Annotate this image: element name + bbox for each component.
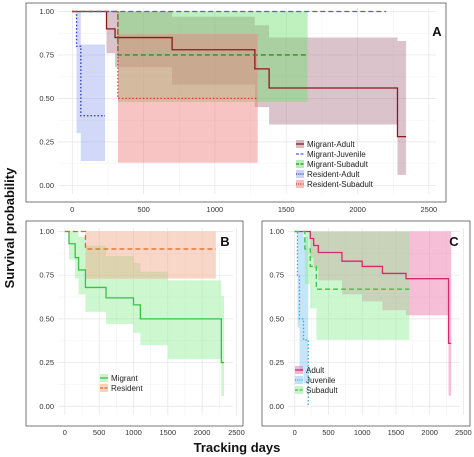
x-tick-label: 2500 xyxy=(455,428,472,437)
y-tick-label: 0.00 xyxy=(39,181,54,190)
panel-frame xyxy=(25,2,447,203)
y-tick-label: 0.50 xyxy=(269,314,284,323)
ci-band-juvenile xyxy=(294,231,309,384)
survival-line-migrant-adult xyxy=(72,10,407,138)
legend-label: Resident-Subadult xyxy=(307,180,374,189)
survival-line-juvenile xyxy=(294,230,309,407)
ci-band-adult xyxy=(294,231,452,396)
x-tick-label: 2000 xyxy=(194,428,211,437)
legend-key-box xyxy=(296,180,304,188)
legend-label: Migrant xyxy=(111,374,138,383)
ci-band-resident xyxy=(64,231,216,279)
y-tick-label: 1.00 xyxy=(39,227,54,236)
survival-line-migrant-subadult xyxy=(72,10,308,56)
legend-label: Juvenile xyxy=(306,376,336,385)
panel-frame xyxy=(25,220,244,427)
panel-C: 0 500 1000 1500 2000 2500 0.00 0.25 0.50 0.75 1.00… xyxy=(261,220,472,437)
survival-line-resident xyxy=(64,230,216,250)
y-tick-label: 0.75 xyxy=(269,271,284,280)
x-tick-label: 1000 xyxy=(354,428,371,437)
x-tick-label: 500 xyxy=(322,428,335,437)
y-tick-label: 0.75 xyxy=(39,271,54,280)
x-axis-title: Tracking days xyxy=(194,440,281,455)
x-tick-label: 500 xyxy=(137,205,150,214)
legend-label: Resident-Adult xyxy=(307,170,360,179)
legend-label: Resident xyxy=(111,384,143,393)
y-tick-label: 0.25 xyxy=(39,137,54,146)
y-tick-label: 0.00 xyxy=(269,402,284,411)
survival-line-subadult xyxy=(294,230,410,290)
legend-label: Migrant-Adult xyxy=(307,140,355,149)
legend-key-box xyxy=(296,160,304,168)
survival-line-migrant xyxy=(64,230,225,364)
panel-B: 0 500 1000 1500 2000 2500 0.00 0.25 0.50 0.75 1.00… xyxy=(25,220,245,437)
panel-letter: A xyxy=(432,24,442,39)
y-tick-label: 1.00 xyxy=(39,7,54,16)
legend-key-box xyxy=(295,386,303,394)
x-tick-label: 500 xyxy=(93,428,106,437)
x-tick-label: 1000 xyxy=(125,428,142,437)
x-tick-label: 1500 xyxy=(388,428,405,437)
panel-letter: B xyxy=(220,234,229,249)
y-tick-label: 1.00 xyxy=(269,227,284,236)
panel-letter: C xyxy=(449,234,459,249)
legend-label: Subadult xyxy=(306,386,338,395)
legend-label: Migrant-Juvenile xyxy=(307,150,366,159)
ci-band-migrant-subadult xyxy=(72,11,308,102)
legend-key-box xyxy=(296,170,304,178)
legend-key-box xyxy=(100,384,108,392)
y-tick-label: 0.50 xyxy=(39,314,54,323)
y-tick-label: 0.75 xyxy=(39,50,54,59)
y-tick-label: 0.25 xyxy=(269,358,284,367)
x-tick-label: 1000 xyxy=(207,205,224,214)
survival-line-adult xyxy=(294,230,452,344)
legend-label: Adult xyxy=(306,366,325,375)
x-tick-label: 0 xyxy=(70,205,74,214)
x-tick-label: 0 xyxy=(293,428,297,437)
x-tick-label: 0 xyxy=(63,428,67,437)
y-tick-label: 0.25 xyxy=(39,358,54,367)
y-tick-label: 0.50 xyxy=(39,94,54,103)
x-tick-label: 2000 xyxy=(349,205,366,214)
legend: Migrant-AdultMigrant-JuvenileMigrant-Sub… xyxy=(296,140,374,189)
x-tick-label: 2000 xyxy=(421,428,438,437)
ci-band-subadult xyxy=(294,231,410,340)
x-tick-label: 2500 xyxy=(421,205,438,214)
x-tick-label: 1500 xyxy=(278,205,295,214)
x-tick-label: 1500 xyxy=(159,428,176,437)
x-tick-label: 2500 xyxy=(228,428,245,437)
legend-label: Migrant-Subadult xyxy=(307,160,369,169)
ci-band-migrant xyxy=(64,231,225,396)
legend-key-box xyxy=(295,376,303,384)
panel-A: 0 500 1000 1500 2000 2500 0.00 0.25 0.50 0.75 1.00… xyxy=(25,2,447,214)
y-tick-label: 0.00 xyxy=(39,402,54,411)
y-axis-title: Survival probability xyxy=(2,167,17,288)
ci-band-migrant-adult xyxy=(72,11,407,175)
